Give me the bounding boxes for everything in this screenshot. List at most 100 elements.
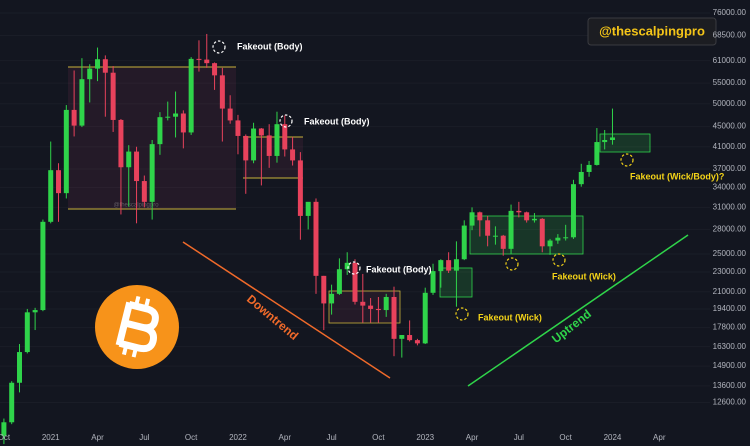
fakeout-circle: [347, 261, 361, 275]
y-tick-label: 31000.00: [713, 202, 747, 211]
candle-body: [360, 301, 366, 306]
fakeout-circle: [212, 40, 226, 54]
candle-body: [102, 59, 108, 73]
candle-body: [609, 137, 615, 140]
candle-body: [469, 212, 475, 226]
candle-body: [48, 170, 54, 222]
y-tick-label: 76000.00: [713, 8, 747, 17]
annotation: Fakeout (Wick/Body)?: [630, 171, 724, 181]
candle-body: [40, 221, 46, 311]
bitcoin-logo: [95, 285, 179, 369]
candle-body: [438, 260, 444, 272]
candle-body: [95, 59, 101, 69]
candle-body: [570, 184, 576, 238]
candle-body: [352, 262, 358, 302]
y-tick-label: 16300.00: [713, 342, 747, 351]
x-tick-label: Jul: [514, 433, 524, 442]
y-tick-label: 13600.00: [713, 381, 747, 390]
candle-body: [305, 201, 311, 216]
annotation: Fakeout (Body): [237, 41, 303, 51]
candle-body: [477, 212, 483, 221]
candle-body: [32, 310, 38, 313]
x-tick-label: Oct: [0, 433, 11, 442]
x-tick-label: Oct: [185, 433, 198, 442]
candle-body: [258, 128, 264, 136]
candle-body: [453, 259, 459, 271]
candle-body: [1, 422, 7, 436]
y-tick-label: 19400.00: [713, 304, 747, 313]
candle-body: [430, 271, 436, 293]
candle-body: [212, 63, 218, 76]
candle-body: [243, 135, 249, 161]
x-tick-label: 2022: [229, 433, 247, 442]
candle-body: [235, 120, 241, 136]
candle-body: [227, 108, 233, 121]
range-zone: [328, 290, 401, 324]
candle-body: [485, 220, 491, 236]
candle-body: [219, 75, 225, 109]
candle-body: [165, 116, 171, 118]
annotation: Fakeout (Wick): [478, 312, 542, 322]
candle-body: [555, 237, 561, 241]
candle-body: [422, 292, 428, 344]
candle-body: [321, 275, 327, 304]
y-tick-label: 37000.00: [713, 164, 747, 173]
annotation: Fakeout (Wick): [552, 271, 616, 281]
y-tick-label: 23000.00: [713, 267, 747, 276]
candle-body: [63, 109, 69, 194]
x-tick-label: Jul: [139, 433, 149, 442]
candle-body: [531, 218, 537, 221]
handle-box: [587, 17, 717, 46]
candle-body: [539, 218, 545, 247]
y-tick-label: 55000.00: [713, 78, 747, 87]
fakeout-circle: [505, 257, 519, 271]
candle-body: [188, 58, 194, 133]
y-tick-label: 34000.00: [713, 182, 747, 191]
x-tick-label: Apr: [653, 433, 666, 442]
y-tick-label: 12600.00: [713, 398, 747, 407]
candle-body: [407, 335, 413, 341]
plot-area: [1, 33, 615, 445]
candle-body: [180, 113, 186, 133]
candle-body: [446, 260, 452, 271]
candle-body: [149, 144, 155, 202]
candle-body: [251, 128, 257, 161]
downtrend-line: [182, 241, 391, 379]
candle-body: [414, 340, 420, 344]
accumulation-zone: [599, 133, 651, 153]
candle-body: [141, 181, 147, 202]
candle-body: [524, 212, 530, 221]
candle-body: [391, 296, 397, 339]
x-tick-label: Apr: [466, 433, 479, 442]
candle-body: [500, 235, 506, 249]
candle-body: [547, 240, 553, 247]
y-tick-label: 21000.00: [713, 287, 747, 296]
handle: @thescalpingpro: [599, 23, 705, 38]
fakeout-circle: [552, 253, 566, 267]
fakeout-circle: [455, 307, 469, 321]
candle-body: [602, 139, 608, 143]
candle-body: [157, 117, 163, 145]
candle-body: [563, 237, 569, 239]
y-tick-label: 28000.00: [713, 225, 747, 234]
x-tick-label: Oct: [372, 433, 385, 442]
candle-body: [508, 210, 514, 249]
candle-body: [266, 135, 272, 156]
candle-body: [461, 225, 467, 260]
candle-body: [134, 151, 140, 182]
candle-body: [329, 293, 335, 304]
fakeout-circle: [279, 114, 293, 128]
candle-body: [594, 142, 600, 165]
candle-body: [274, 124, 280, 156]
x-tick-label: 2024: [604, 433, 622, 442]
x-tick-label: Jul: [326, 433, 336, 442]
candle-body: [282, 124, 288, 150]
y-tick-label: 68500.00: [713, 31, 747, 40]
candle-body: [24, 312, 30, 353]
candle-body: [173, 113, 179, 117]
candle-body: [368, 305, 374, 309]
y-tick-label: 61000.00: [713, 56, 747, 65]
